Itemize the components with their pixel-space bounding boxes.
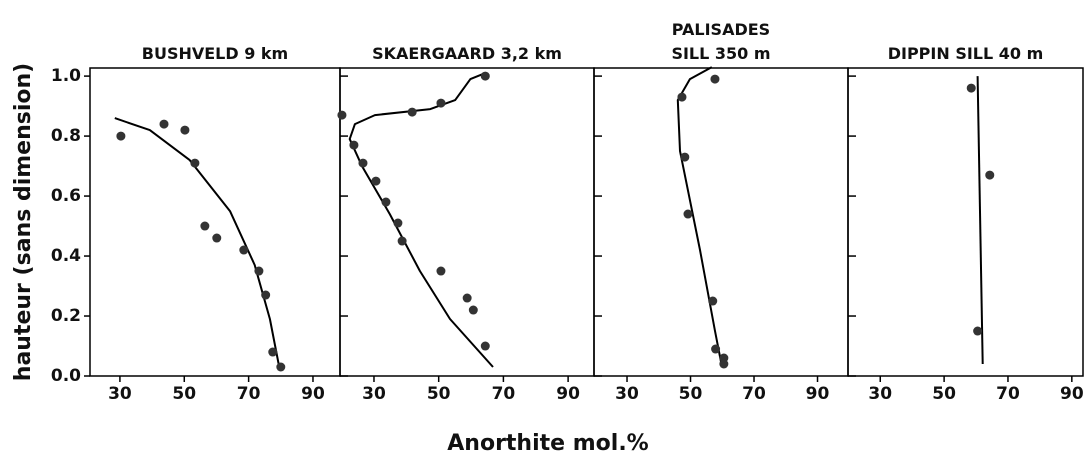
fit-curve (976, 76, 984, 365)
data-point (393, 218, 403, 228)
data-point (254, 266, 264, 276)
data-point (973, 326, 983, 336)
data-point (200, 221, 210, 231)
x-tick-label: 70 (492, 384, 516, 404)
data-point (276, 362, 286, 372)
data-point (436, 266, 446, 276)
data-point (239, 245, 249, 255)
data-point (261, 290, 271, 300)
data-point (407, 107, 417, 117)
x-tick-label: 90 (806, 384, 830, 404)
data-point (358, 158, 368, 168)
data-point (190, 158, 200, 168)
data-point (677, 92, 687, 102)
data-point (985, 170, 995, 180)
data-point (159, 119, 169, 129)
x-tick-label: 50 (679, 384, 703, 404)
panel-title: DIPPIN SILL 40 m (887, 44, 1044, 63)
x-tick-label: 50 (932, 384, 956, 404)
data-point (436, 98, 446, 108)
y-tick-label: 0.6 (51, 186, 81, 206)
y-tick-label: 0.8 (51, 126, 81, 146)
y-tick-label: 0.0 (51, 366, 81, 386)
data-point (337, 110, 347, 120)
data-point (708, 296, 718, 306)
y-axis-label: hauteur (sans dimension) (11, 63, 36, 381)
x-tick-label: 70 (237, 384, 261, 404)
data-point (116, 131, 126, 141)
y-tick-label: 1.0 (51, 66, 81, 86)
x-tick-label: 90 (301, 384, 325, 404)
y-tick-label: 0.2 (51, 306, 81, 326)
data-point (468, 305, 478, 315)
x-tick-label: 30 (362, 384, 386, 404)
x-tick-label: 30 (868, 384, 892, 404)
x-tick-label: 70 (996, 384, 1020, 404)
x-tick-label: 50 (427, 384, 451, 404)
data-point (711, 344, 721, 354)
x-tick-label: 30 (108, 384, 132, 404)
data-point (710, 74, 720, 84)
data-point (462, 293, 472, 303)
panel-frame (847, 67, 1084, 377)
x-axis-label: Anorthite mol.% (447, 431, 648, 456)
data-point (719, 359, 729, 369)
data-point (480, 71, 490, 81)
x-tick-label: 30 (615, 384, 639, 404)
data-point (966, 83, 976, 93)
x-tick-label: 90 (556, 384, 580, 404)
fit-curve (348, 72, 494, 368)
data-point (349, 140, 359, 150)
data-point (381, 197, 391, 207)
data-point (212, 233, 222, 243)
y-tick-label: 0.4 (51, 246, 81, 266)
panel-title: SKAERGAARD 3,2 km (372, 44, 562, 63)
panel-title: BUSHVELD 9 km (141, 44, 289, 63)
panel-frame (593, 67, 849, 377)
panel-title: PALISADES SILL 350 m (671, 20, 771, 63)
fit-curve (676, 66, 723, 368)
x-tick-label: 90 (1060, 384, 1084, 404)
panel-frame (89, 67, 341, 377)
x-tick-label: 50 (172, 384, 196, 404)
data-point (683, 209, 693, 219)
data-point (480, 341, 490, 351)
data-point (680, 152, 690, 162)
data-point (397, 236, 407, 246)
data-point (268, 347, 278, 357)
fit-curve (114, 117, 281, 371)
data-point (371, 176, 381, 186)
data-point (180, 125, 190, 135)
x-tick-label: 70 (742, 384, 766, 404)
